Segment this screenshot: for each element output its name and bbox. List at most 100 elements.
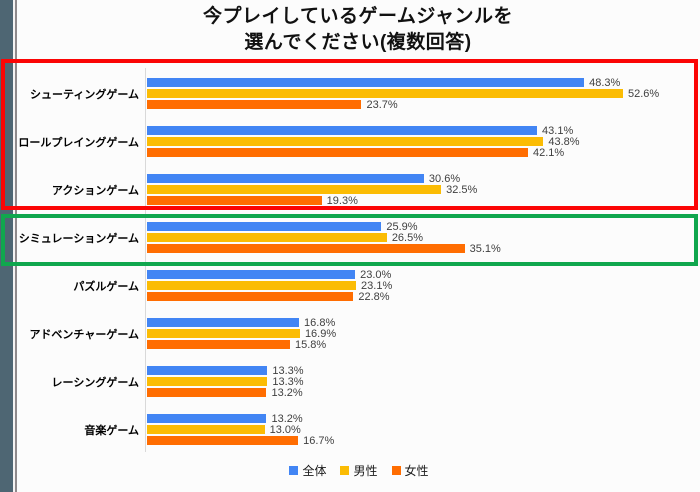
bar-segment bbox=[147, 318, 300, 327]
bar-value-label: 16.8% bbox=[304, 316, 336, 329]
bar-segment bbox=[147, 281, 357, 290]
bar-line-男性: 23.1% bbox=[147, 280, 690, 291]
bar-segment bbox=[147, 185, 442, 194]
bar-value-label: 23.0% bbox=[360, 268, 392, 281]
bar-line-男性: 32.5% bbox=[147, 183, 690, 196]
bar-value-label: 13.3% bbox=[272, 375, 304, 388]
bar-line-全体: 23.0% bbox=[147, 268, 690, 281]
category-axis-baseline bbox=[145, 68, 146, 452]
bar-line-男性: 13.0% bbox=[147, 423, 690, 436]
bar-segment bbox=[147, 270, 356, 279]
bar-segment bbox=[147, 78, 585, 87]
chart-legend: 全体 男性 女性 bbox=[18, 461, 700, 479]
bar-value-label: 16.9% bbox=[304, 327, 337, 340]
bar-segment bbox=[147, 89, 624, 98]
bar-segment bbox=[147, 233, 387, 242]
bar-group: 30.6% 32.5% 19.3% bbox=[147, 172, 690, 214]
bar-segment bbox=[147, 436, 299, 445]
bar-group: 13.3% 13.3% 13.2% bbox=[147, 364, 690, 406]
bar-segment bbox=[147, 244, 465, 253]
category-label: シミュレーションゲーム bbox=[18, 232, 139, 245]
bar-segment bbox=[147, 196, 322, 205]
bar-segment bbox=[147, 100, 362, 109]
plot-rows: シューティングゲーム 48.3% 52.6% 23.7% ロールプレイングゲーム 4… bbox=[18, 70, 700, 454]
bar-segment bbox=[147, 174, 424, 183]
category-label: アクションゲーム bbox=[51, 184, 139, 197]
bar-segment bbox=[147, 388, 267, 397]
category-label: 音楽ゲーム bbox=[84, 424, 139, 437]
bar-line-全体: 25.9% bbox=[147, 220, 690, 233]
bar-group: 48.3% 52.6% 23.7% bbox=[147, 76, 690, 118]
window-edge-line bbox=[15, 0, 17, 492]
chart-category-row: レーシングゲーム 13.3% 13.3% 13.2% bbox=[18, 358, 700, 406]
legend-item-女性: 女性 bbox=[391, 462, 429, 479]
bar-line-男性: 26.5% bbox=[147, 231, 690, 244]
bar-segment bbox=[147, 126, 538, 135]
bar-value-label: 13.2% bbox=[271, 412, 303, 425]
bar-value-label: 13.2% bbox=[271, 386, 303, 399]
bar-line-全体: 48.3% bbox=[147, 76, 690, 89]
legend-swatch-icon bbox=[340, 465, 350, 475]
bar-line-全体: 13.2% bbox=[147, 412, 690, 425]
bar-value-label: 42.1% bbox=[533, 146, 565, 159]
bar-value-label: 16.7% bbox=[303, 434, 335, 447]
bar-segment bbox=[147, 340, 290, 349]
chart-category-row: シューティングゲーム 48.3% 52.6% 23.7% bbox=[18, 70, 700, 118]
bar-line-男性: 43.8% bbox=[147, 135, 690, 148]
window-edge-strip bbox=[0, 0, 13, 492]
bar-value-label: 23.7% bbox=[366, 98, 398, 111]
bar-value-label: 19.3% bbox=[326, 194, 358, 207]
bar-segment bbox=[147, 414, 267, 423]
bar-value-label: 52.6% bbox=[628, 87, 660, 100]
chart-category-row: パズルゲーム 23.0% 23.1% 22.8% bbox=[18, 262, 700, 310]
bar-segment bbox=[147, 366, 268, 375]
chart-category-row: シミュレーションゲーム 25.9% 26.5% 35.1% bbox=[18, 214, 700, 262]
bar-line-男性: 16.9% bbox=[147, 327, 690, 340]
bar-value-label: 30.6% bbox=[428, 172, 461, 185]
bar-group: 16.8% 16.9% 15.8% bbox=[147, 316, 690, 358]
bar-line-全体: 16.8% bbox=[147, 316, 690, 329]
bar-line-女性: 35.1% bbox=[147, 242, 690, 255]
bar-group: 13.2% 13.0% 16.7% bbox=[147, 412, 690, 454]
chart-category-row: 音楽ゲーム 13.2% 13.0% 16.7% bbox=[18, 406, 700, 454]
legend-label: 女性 bbox=[404, 463, 429, 478]
bar-group: 23.0% 23.1% 22.8% bbox=[147, 268, 690, 310]
bar-value-label: 13.0% bbox=[269, 423, 301, 436]
bar-value-label: 43.1% bbox=[542, 124, 574, 137]
chart-category-row: アドベンチャーゲーム 16.8% 16.9% 15.8% bbox=[18, 310, 700, 358]
bar-line-女性: 23.7% bbox=[147, 98, 690, 111]
bar-line-全体: 13.3% bbox=[147, 364, 690, 377]
bar-value-label: 25.9% bbox=[386, 220, 418, 233]
bar-line-男性: 13.3% bbox=[147, 375, 690, 388]
legend-label: 全体 bbox=[302, 463, 327, 478]
bar-segment bbox=[147, 377, 268, 386]
bar-value-label: 43.8% bbox=[548, 135, 580, 148]
chart-title-line2: 選んでください(複数回答) bbox=[244, 32, 472, 53]
category-label: シューティングゲーム bbox=[29, 88, 139, 101]
bar-segment bbox=[147, 425, 265, 434]
bar-chart-plot: シューティングゲーム 48.3% 52.6% 23.7% ロールプレイングゲーム 4… bbox=[18, 70, 700, 454]
bar-value-label: 32.5% bbox=[446, 183, 478, 196]
bar-segment bbox=[147, 222, 382, 231]
bar-value-label: 35.1% bbox=[469, 242, 501, 255]
bar-line-女性: 19.3% bbox=[147, 194, 690, 207]
window-edge-gap bbox=[13, 0, 15, 492]
chart-title: 今プレイしているゲームジャンルを 選んでください(複数回答) bbox=[18, 4, 698, 56]
bar-value-label: 48.3% bbox=[589, 76, 621, 89]
legend-item-全体: 全体 bbox=[289, 462, 326, 479]
category-label: アドベンチャーゲーム bbox=[29, 328, 139, 341]
bar-segment bbox=[147, 137, 544, 146]
bar-line-女性: 16.7% bbox=[147, 434, 690, 447]
bar-segment bbox=[147, 329, 300, 338]
bar-group: 43.1% 43.8% 42.1% bbox=[147, 124, 690, 166]
bar-value-label: 26.5% bbox=[391, 231, 424, 244]
bar-value-label: 22.8% bbox=[358, 290, 390, 303]
legend-label: 男性 bbox=[353, 463, 378, 478]
category-label: ロールプレイングゲーム bbox=[18, 136, 139, 149]
bar-value-label: 13.3% bbox=[272, 364, 304, 377]
legend-swatch-icon bbox=[391, 465, 401, 475]
chart-category-row: アクションゲーム 30.6% 32.5% 19.3% bbox=[18, 166, 700, 214]
bar-line-男性: 52.6% bbox=[147, 87, 690, 100]
bar-segment bbox=[147, 148, 528, 157]
bar-line-女性: 13.2% bbox=[147, 386, 690, 399]
